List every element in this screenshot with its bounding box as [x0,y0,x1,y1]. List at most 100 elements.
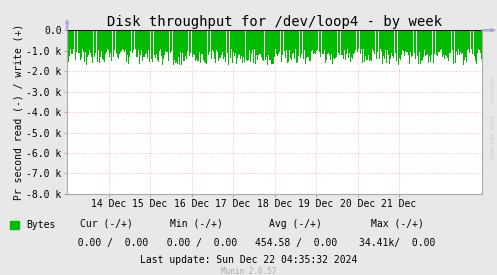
Bar [436,30,437,55]
Bar [224,30,225,57]
Bar [285,30,286,58]
Bar [99,30,100,63]
Bar [125,30,126,50]
Bar [286,30,287,50]
Bar [107,30,108,49]
Bar [134,30,135,58]
Bar [409,30,410,55]
Bar [141,30,142,50]
Bar [383,30,384,56]
Bar [353,30,354,64]
Bar [113,30,114,57]
Bar [321,30,322,63]
Bar [298,30,299,56]
Bar [372,30,373,49]
Bar [259,30,260,54]
Bar [369,30,370,62]
Bar [192,30,193,57]
Bar [176,30,177,53]
Bar [447,30,448,58]
Bar [122,30,123,50]
Bar [414,30,415,51]
Bar [468,30,469,49]
Bar [187,30,188,51]
Text: 34.41k/  0.00: 34.41k/ 0.00 [359,238,436,248]
Bar [276,30,277,54]
Bar [235,30,236,51]
Bar [351,30,352,57]
Bar [181,30,182,65]
Bar [114,30,115,50]
Bar [449,30,450,53]
Bar [118,30,119,59]
Bar [437,30,438,56]
Bar [101,30,102,51]
Bar [257,30,258,60]
Bar [117,30,118,57]
Bar [329,30,330,55]
Bar [165,30,166,54]
Bar [355,30,356,50]
Bar [98,30,99,50]
Bar [212,30,213,50]
Bar [382,30,383,64]
Bar [424,30,425,50]
Bar [202,30,203,54]
Bar [313,30,314,54]
Bar [415,30,416,59]
Text: RRDTOOL / TOBI OETIKER: RRDTOOL / TOBI OETIKER [488,77,493,160]
Bar [356,30,357,54]
Bar [110,30,111,53]
Bar [352,30,353,59]
Bar [441,30,442,49]
Bar [168,30,169,61]
Bar [92,30,93,64]
Bar [435,30,436,61]
Bar [358,30,359,49]
Bar [357,30,358,51]
Bar [283,30,284,54]
Bar [400,30,401,60]
Bar [120,30,121,53]
Bar [391,30,392,53]
Bar [327,30,328,65]
Bar [404,30,405,56]
Text: 0.00 /  0.00: 0.00 / 0.00 [66,238,148,248]
Bar [417,30,418,63]
Bar [185,30,186,51]
Bar [466,30,467,62]
Bar [306,30,307,58]
Bar [236,30,237,64]
Bar [248,30,249,60]
Bar [69,30,70,56]
Bar [67,30,68,50]
Bar [233,30,234,52]
Bar [446,30,447,56]
Bar [85,30,86,52]
Bar [287,30,288,62]
Bar [216,30,217,50]
Bar [129,30,130,57]
Bar [89,30,90,50]
Bar [200,30,201,63]
Bar [214,30,215,59]
Bar [473,30,474,53]
Bar [389,30,390,64]
Bar [211,30,212,59]
Bar [294,30,295,59]
Bar [425,30,426,56]
Bar [131,30,132,54]
Bar [158,30,159,62]
Bar [325,30,326,63]
Bar [385,30,386,50]
Bar [348,30,349,58]
Bar [343,30,344,59]
Bar [331,30,332,64]
Bar [373,30,374,51]
Bar [360,30,361,54]
Bar [291,30,292,60]
Bar [459,30,460,55]
Bar [349,30,350,53]
Bar [223,30,224,59]
Bar [227,30,228,53]
